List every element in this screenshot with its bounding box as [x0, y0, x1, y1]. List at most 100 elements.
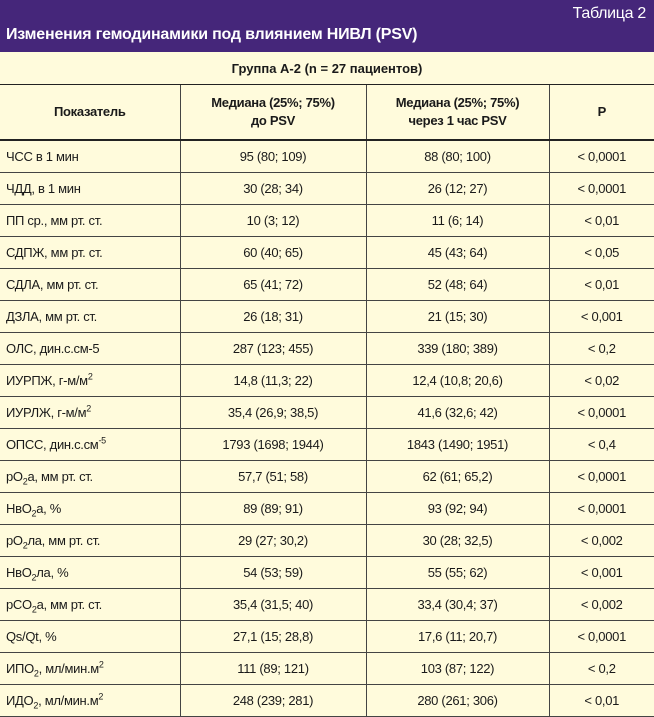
indicator-cell: ИДО2, мл/мин.м2: [0, 684, 180, 717]
median-before-cell: 111 (89; 121): [179, 652, 366, 685]
indicator-label-part: ла, %: [36, 565, 69, 580]
p-value-cell: < 0,0001: [548, 620, 654, 653]
table-row: ПП ср., мм рт. ст. 10 (3; 12) 11 (6; 14) < …: [0, 204, 654, 237]
indicator-label-part: pO: [6, 469, 23, 484]
median-after-cell: 93 (92; 94): [365, 492, 549, 525]
indicator-cell: ПП ср., мм рт. ст.: [0, 204, 180, 237]
indicator-label-part: HвO: [6, 565, 32, 580]
header-before: Медиана (25%; 75%) до PSV: [179, 84, 366, 141]
header-p: P: [548, 84, 654, 141]
median-after-cell: 12,4 (10,8; 20,6): [365, 364, 549, 397]
indicator-label-part: 2: [22, 476, 28, 487]
indicator-cell: СДПЖ, мм рт. ст.: [0, 236, 180, 269]
p-value-cell: < 0,01: [548, 684, 654, 717]
median-after-cell: 41,6 (32,6; 42): [365, 396, 549, 429]
median-after-cell: 339 (180; 389): [365, 332, 549, 365]
indicator-label-part: 2: [98, 691, 104, 702]
median-before-cell: 60 (40; 65): [179, 236, 366, 269]
median-before-cell: 65 (41; 72): [179, 268, 366, 301]
indicator-cell: pO2а, мм рт. ст.: [0, 460, 180, 493]
median-before-cell: 1793 (1698; 1944): [179, 428, 366, 461]
p-value-cell: < 0,001: [548, 300, 654, 333]
indicator-cell: ЧДД, в 1 мин: [0, 172, 180, 205]
indicator-cell: HвO2ла, %: [0, 556, 180, 589]
table-row: ИУРПЖ, г-м/м2 14,8 (11,3; 22) 12,4 (10,8; …: [0, 364, 654, 397]
indicator-label-part: ИПО: [6, 661, 34, 676]
indicator-label-part: 2: [87, 371, 93, 382]
median-after-cell: 103 (87; 122): [365, 652, 549, 685]
indicator-cell: pCO2а, мм рт. ст.: [0, 588, 180, 621]
median-before-cell: 89 (89; 91): [179, 492, 366, 525]
table-row: ЧСС в 1 мин 95 (80; 109) 88 (80; 100) < 0,0…: [0, 140, 654, 173]
table-row: ОПСС, дин.с.см-5 1793 (1698; 1944) 1843 (1…: [0, 428, 654, 461]
group-caption: Группа А-2 (n = 27 пациентов): [231, 61, 423, 76]
p-value-cell: < 0,4: [548, 428, 654, 461]
table-row: ИУРЛЖ, г-м/м2 35,4 (26,9; 38,5) 41,6 (32,6…: [0, 396, 654, 429]
indicator-label-part: pO: [6, 533, 23, 548]
hemodynamics-table: Показатель Медиана (25%; 75%) до PSV Меди…: [0, 84, 654, 717]
indicator-label-part: , мл/мин.м: [38, 661, 100, 676]
header-after-line1: Медиана (25%; 75%): [395, 95, 520, 110]
median-before-cell: 57,7 (51; 58): [179, 460, 366, 493]
table-title: Изменения гемодинамики под влиянием НИВЛ…: [6, 26, 418, 43]
median-after-cell: 52 (48; 64): [365, 268, 549, 301]
indicator-label-part: pCO: [6, 597, 32, 612]
p-value-cell: < 0,0001: [548, 460, 654, 493]
indicator-label-part: HвO: [6, 501, 32, 516]
p-value-cell: < 0,002: [548, 588, 654, 621]
indicator-label-part: ОЛС, дин.с.см-5: [6, 341, 100, 356]
median-after-cell: 30 (28; 32,5): [365, 524, 549, 557]
header-after-line2: через 1 час PSV: [408, 113, 507, 128]
p-value-cell: < 0,2: [548, 652, 654, 685]
table-row: HвO2ла, % 54 (53; 59) 55 (55; 62) < 0,001: [0, 556, 654, 589]
median-after-cell: 11 (6; 14): [365, 204, 549, 237]
table-row: ДЗЛА, мм рт. ст. 26 (18; 31) 21 (15; 30) < …: [0, 300, 654, 333]
median-before-cell: 248 (239; 281): [179, 684, 366, 717]
median-after-cell: 21 (15; 30): [365, 300, 549, 333]
indicator-cell: ОПСС, дин.с.см-5: [0, 428, 180, 461]
median-before-cell: 26 (18; 31): [179, 300, 366, 333]
p-value-cell: < 0,001: [548, 556, 654, 589]
median-before-cell: 35,4 (26,9; 38,5): [179, 396, 366, 429]
table-row: СДЛА, мм рт. ст. 65 (41; 72) 52 (48; 64) < …: [0, 268, 654, 301]
indicator-label-part: ИУРЛЖ, г-м/м: [6, 405, 87, 420]
indicator-label-part: а, %: [36, 501, 62, 516]
indicator-label-part: , мл/мин.м: [38, 693, 99, 708]
indicator-label-part: СДЛА, мм рт. ст.: [6, 277, 99, 292]
p-value-cell: < 0,02: [548, 364, 654, 397]
table-banner: Таблица 2 Изменения гемодинамики под вли…: [0, 0, 654, 52]
table-row: ИПО2, мл/мин.м2 111 (89; 121) 103 (87; 122…: [0, 652, 654, 685]
table-row: pCO2а, мм рт. ст. 35,4 (31,5; 40) 33,4 (30…: [0, 588, 654, 621]
indicator-cell: ИУРПЖ, г-м/м2: [0, 364, 180, 397]
median-after-cell: 33,4 (30,4; 37): [365, 588, 549, 621]
indicator-label-part: ПП ср., мм рт. ст.: [6, 213, 103, 228]
median-before-cell: 30 (28; 34): [179, 172, 366, 205]
table-row: ОЛС, дин.с.см-5 287 (123; 455) 339 (180; 3…: [0, 332, 654, 365]
median-after-cell: 26 (12; 27): [365, 172, 549, 205]
p-value-cell: < 0,2: [548, 332, 654, 365]
indicator-cell: СДЛА, мм рт. ст.: [0, 268, 180, 301]
header-indicator: Показатель: [0, 84, 180, 141]
indicator-label-part: ИУРПЖ, г-м/м: [6, 373, 88, 388]
median-after-cell: 280 (261; 306): [365, 684, 549, 717]
indicator-cell: ДЗЛА, мм рт. ст.: [0, 300, 180, 333]
table-row: ИДО2, мл/мин.м2 248 (239; 281) 280 (261; 3…: [0, 684, 654, 717]
indicator-label-part: а, мм рт. ст.: [36, 597, 103, 612]
median-after-cell: 55 (55; 62): [365, 556, 549, 589]
header-before-line2: до PSV: [250, 113, 296, 128]
median-after-cell: 1843 (1490; 1951): [365, 428, 549, 461]
table-row: pO2а, мм рт. ст. 57,7 (51; 58) 62 (61; 65,…: [0, 460, 654, 493]
table-row: Qs/Qt, % 27,1 (15; 28,8) 17,6 (11; 20,7) < …: [0, 620, 654, 653]
indicator-cell: HвO2а, %: [0, 492, 180, 525]
indicator-label-part: 2: [31, 572, 37, 583]
indicator-cell: ИПО2, мл/мин.м2: [0, 652, 180, 685]
indicator-label-part: а, мм рт. ст.: [27, 469, 93, 484]
indicator-label-part: ДЗЛА, мм рт. ст.: [6, 309, 97, 324]
indicator-label-part: ла, мм рт. ст.: [27, 533, 101, 548]
p-value-cell: < 0,0001: [548, 396, 654, 429]
indicator-label-part: 2: [31, 604, 37, 615]
median-after-cell: 62 (61; 65,2): [365, 460, 549, 493]
median-before-cell: 35,4 (31,5; 40): [179, 588, 366, 621]
median-after-cell: 17,6 (11; 20,7): [365, 620, 549, 653]
indicator-label-part: 2: [22, 540, 28, 551]
